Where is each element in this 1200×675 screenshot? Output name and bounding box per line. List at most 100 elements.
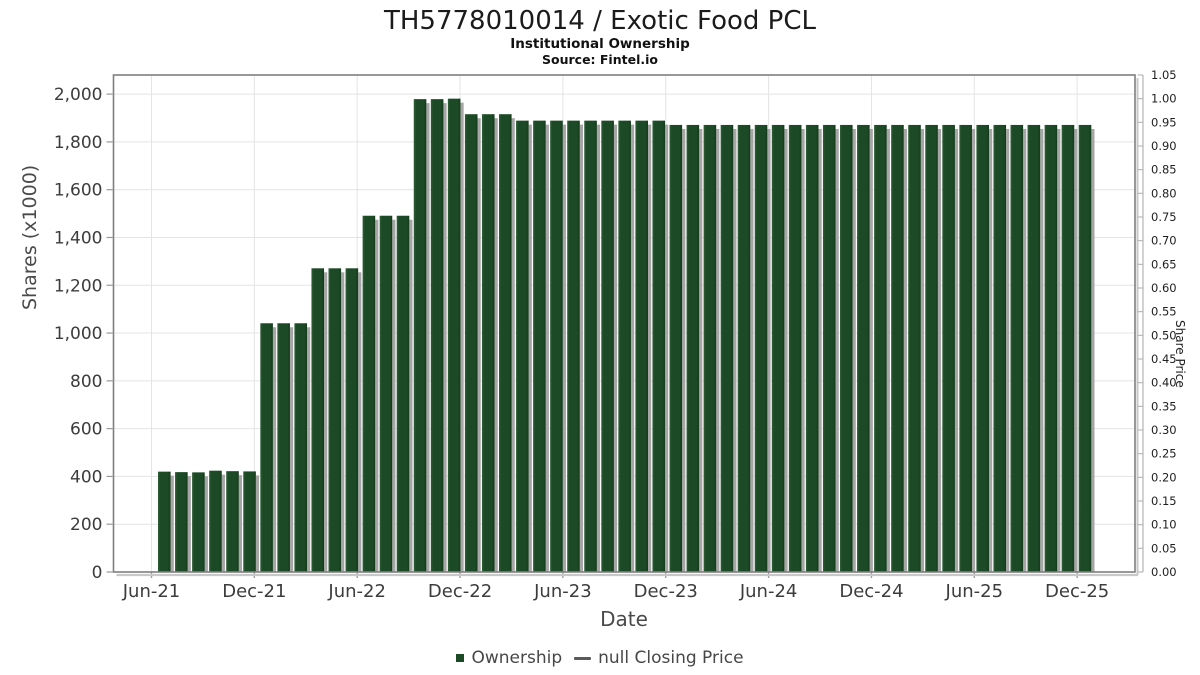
ownership-bar: [1078, 124, 1092, 573]
y-tick-label-right: 1.00: [1151, 92, 1177, 106]
x-tick-label: Jun-23: [533, 581, 592, 602]
bar-shadow: [409, 219, 413, 573]
ownership-bar: [874, 124, 887, 573]
x-tick-label: Dec-22: [428, 581, 492, 602]
bar-shadow: [989, 128, 993, 572]
ownership-bar: [311, 268, 325, 572]
bar-shadow: [324, 272, 328, 572]
bar-shadow: [852, 128, 856, 572]
ownership-bar: [822, 124, 836, 573]
closing-price-line-icon: [574, 656, 592, 660]
chart-title: TH5778010014 / Exotic Food PCL: [384, 6, 816, 36]
ownership-bar: [550, 120, 563, 573]
ownership-bar: [277, 323, 290, 572]
y-tick-label-right: 0.75: [1151, 210, 1177, 224]
bar-shadow: [238, 475, 242, 572]
x-tick-label: Jun-22: [327, 581, 386, 602]
y-tick-label-left: 1,800: [54, 133, 103, 153]
bar-shadow: [903, 128, 907, 572]
y-tick-label-right: 0.40: [1151, 376, 1177, 390]
bar-shadow: [579, 124, 583, 573]
y-tick-label-left: 1,400: [54, 228, 103, 248]
bar-shadow: [307, 327, 311, 572]
y-tick-label-right: 0.30: [1151, 423, 1177, 437]
ownership-bar: [788, 124, 802, 573]
bar-shadow: [255, 475, 260, 572]
ownership-bar: [652, 120, 666, 573]
x-tick-label: Dec-24: [839, 581, 903, 602]
y-tick-label-right: 0.70: [1151, 234, 1177, 248]
bar-shadow: [682, 128, 686, 572]
bar-shadow: [187, 476, 191, 572]
bar-shadow: [272, 327, 277, 572]
bar-shadow: [835, 128, 839, 572]
ownership-bar: [686, 124, 700, 573]
bar-shadow: [341, 272, 345, 572]
x-tick-label: Jun-24: [739, 581, 798, 602]
ownership-bar: [805, 124, 819, 573]
y-tick-label-left: 200: [70, 515, 102, 535]
ownership-bar: [345, 268, 359, 572]
bar-shadow: [1023, 128, 1027, 572]
ownership-bar: [669, 124, 683, 573]
bar-shadow: [1040, 128, 1044, 572]
legend-item-ownership[interactable]: Ownership: [456, 648, 562, 668]
ownership-bar: [754, 124, 768, 573]
legend-ownership-label: Ownership: [471, 648, 563, 668]
y-tick-label-left: 800: [70, 372, 102, 392]
ownership-bar: [328, 268, 342, 572]
ownership-bar: [584, 120, 597, 573]
bar-shadow: [716, 128, 720, 572]
ownership-bar: [481, 114, 495, 573]
bar-shadow: [750, 128, 754, 572]
x-tick-label: Dec-25: [1045, 581, 1109, 602]
bar-shadow: [204, 476, 208, 572]
bar-shadow: [528, 124, 532, 573]
x-tick-label: Dec-21: [222, 581, 286, 602]
bar-shadow: [784, 128, 788, 572]
legend-item-closing-price[interactable]: null Closing Price: [562, 648, 744, 668]
bar-shadow: [1074, 128, 1078, 572]
ownership-bar: [396, 215, 410, 573]
ownership-bar: [891, 124, 904, 573]
ownership-bar: [1010, 124, 1024, 573]
bar-shadow: [477, 118, 481, 573]
ownership-bar: [158, 471, 171, 572]
ownership-bar: [362, 215, 376, 573]
x-tick-label: Jun-25: [945, 581, 1004, 602]
ownership-bar: [1027, 124, 1041, 573]
y-tick-label-right: 0.55: [1151, 305, 1177, 319]
chart-source: Source: Fintel.io: [542, 52, 658, 67]
bar-shadow: [511, 118, 515, 573]
bar-shadow: [1057, 128, 1061, 572]
y-tick-label-left: 400: [70, 467, 102, 487]
bar-shadow: [699, 128, 703, 572]
bar-shadow: [886, 128, 890, 572]
plot-frame: [112, 74, 1136, 573]
y-tick-label-right: 0.65: [1151, 257, 1177, 271]
ownership-bar: [209, 470, 222, 572]
y-tick-label-right: 0.50: [1151, 328, 1177, 342]
bar-shadow: [733, 128, 737, 572]
bar-shadow: [648, 124, 652, 573]
x-axis-title: Date: [600, 607, 648, 631]
ownership-bar: [447, 98, 461, 573]
bar-shadow: [426, 103, 430, 572]
bar-shadow: [170, 475, 174, 572]
ownership-bar: [840, 124, 853, 573]
bar-shadow: [665, 124, 669, 573]
bar-shadow: [460, 102, 464, 573]
y-tick-label-right: 0.20: [1151, 470, 1177, 484]
ownership-bars: [158, 98, 1095, 573]
bar-shadow: [358, 272, 362, 572]
ownership-bar: [260, 323, 273, 572]
ownership-bar: [942, 124, 955, 573]
ownership-bar: [959, 124, 972, 573]
bar-shadow: [937, 128, 942, 572]
bar-shadow: [1006, 128, 1010, 572]
ownership-bar: [908, 124, 921, 573]
x-tick-label: Dec-23: [634, 581, 698, 602]
bar-shadow: [869, 128, 873, 572]
